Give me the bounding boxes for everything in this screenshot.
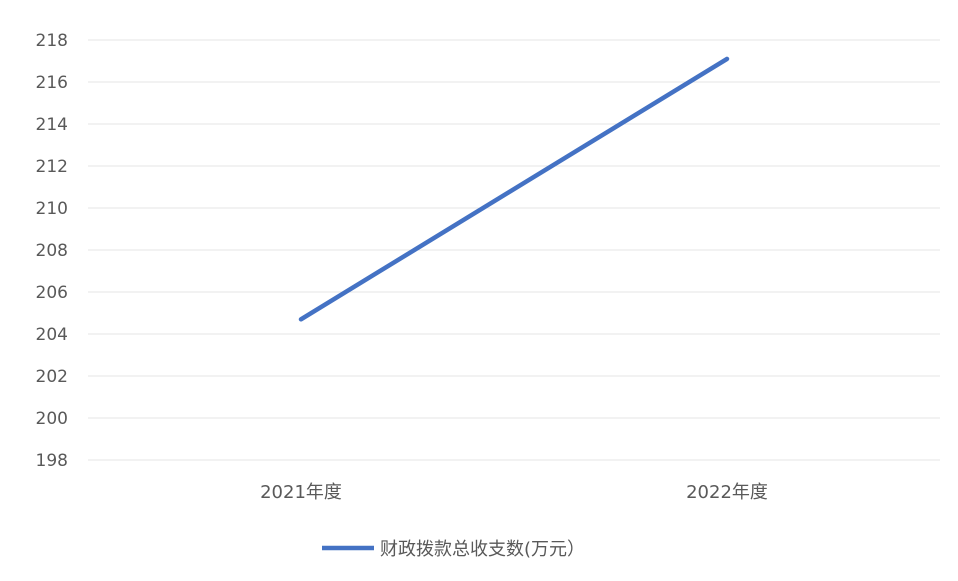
- legend: 财政拨款总收支数(万元）: [322, 539, 585, 560]
- y-tick-label: 210: [36, 199, 68, 219]
- y-tick-label: 212: [36, 157, 68, 177]
- y-tick-label: 204: [36, 325, 68, 345]
- y-tick-label: 200: [36, 409, 68, 429]
- y-tick-label: 202: [36, 367, 68, 387]
- y-tick-label: 214: [36, 115, 68, 135]
- gridlines: [88, 39, 940, 461]
- x-tick-label: 2021年度: [260, 482, 342, 503]
- y-tick-label: 198: [36, 451, 68, 471]
- legend-label: 财政拨款总收支数(万元）: [380, 539, 585, 560]
- y-axis-tick-labels: 198 200 202 204 206 208 210 212 214 216 218: [36, 31, 68, 471]
- y-tick-label: 216: [36, 73, 68, 93]
- series-line: [298, 56, 730, 322]
- x-axis-tick-labels: 2021年度 2022年度: [260, 482, 768, 503]
- y-tick-label: 218: [36, 31, 68, 51]
- y-tick-label: 208: [36, 241, 68, 261]
- x-tick-label: 2022年度: [686, 482, 768, 503]
- y-tick-label: 206: [36, 283, 68, 303]
- series-lines: [298, 56, 730, 322]
